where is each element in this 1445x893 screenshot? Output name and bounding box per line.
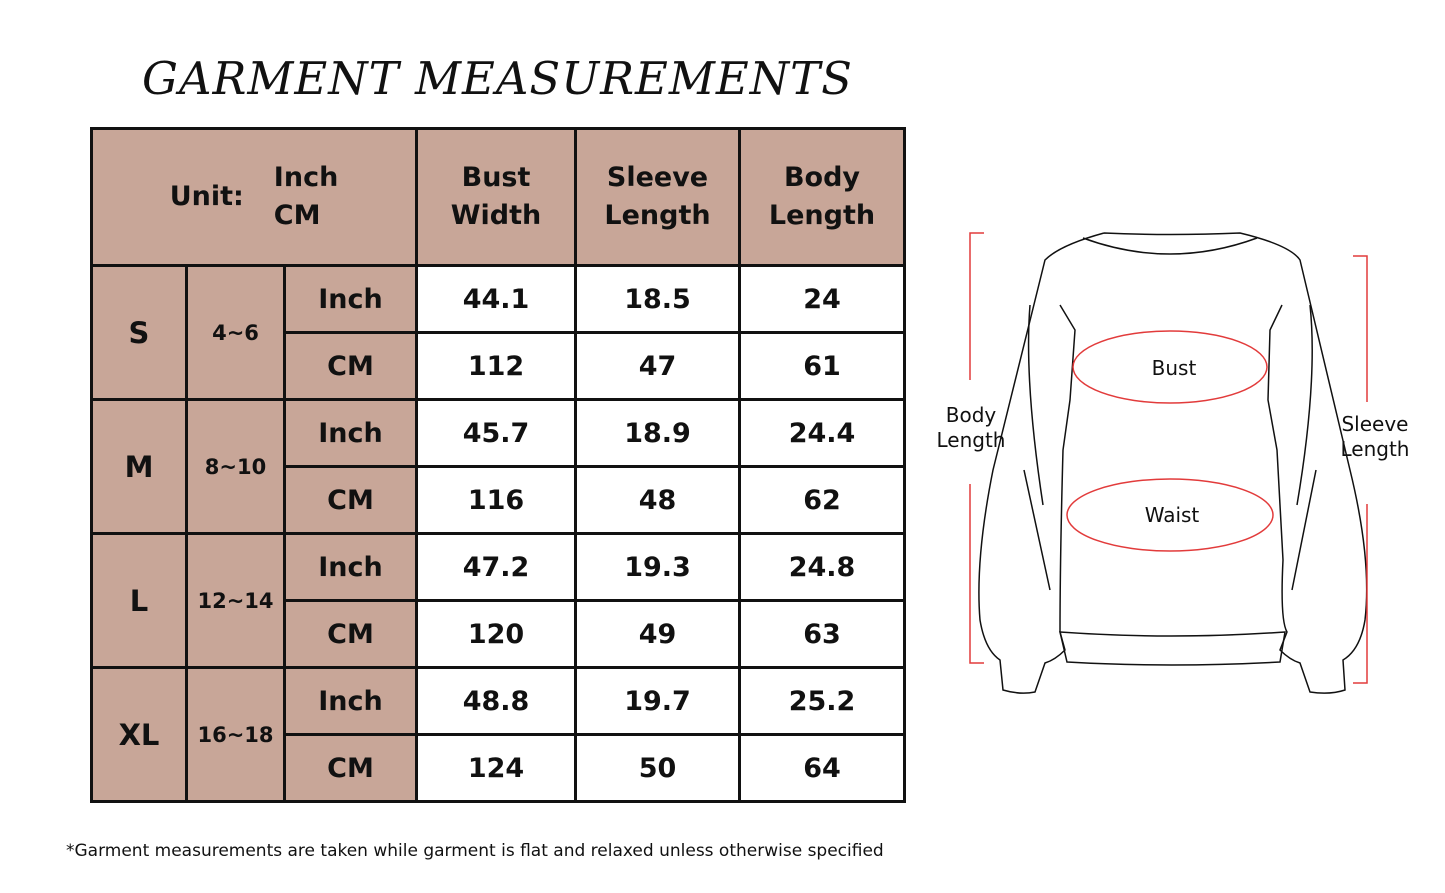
waist-marker — [1066, 478, 1274, 552]
unit-cell: CM — [283, 599, 418, 669]
table-row: S 4~6 Inch 44.1 18.5 24 — [90, 264, 906, 401]
measurement-cell: 49 — [574, 599, 741, 669]
measurement-cell: 120 — [415, 599, 577, 669]
measurement-cell: 24.8 — [738, 532, 906, 602]
unit-header: Unit: Inch CM — [90, 127, 418, 267]
table-row: M 8~10 Inch 45.7 18.9 24.4 — [90, 398, 906, 535]
unit-cell: Inch — [283, 398, 418, 468]
measurement-cell: 24 — [738, 264, 906, 334]
table-row: CM 120 49 63 — [92, 599, 906, 669]
unit-cell: Inch — [283, 264, 418, 334]
sleeve-length-bracket — [1353, 255, 1368, 684]
body-length-label: Body Length — [936, 403, 1006, 452]
size-range-cell: 12~14 — [185, 532, 286, 669]
size-range-cell: 8~10 — [185, 398, 286, 535]
table-row: CM 116 48 62 — [92, 465, 906, 535]
size-cell: S — [90, 264, 188, 401]
size-cell: L — [90, 532, 188, 669]
page-title: GARMENT MEASUREMENTS — [142, 52, 853, 105]
size-cell: M — [90, 398, 188, 535]
table-header-row: Unit: Inch CM Bust Width Sleeve Length Body… — [90, 127, 906, 267]
unit-label: Unit: — [169, 181, 244, 212]
waist-label: Waist — [1144, 503, 1200, 527]
size-chart-table: Unit: Inch CM Bust Width Sleeve Length Body… — [90, 127, 906, 803]
measurement-cell: 112 — [415, 331, 577, 401]
bust-label: Bust — [1151, 356, 1197, 380]
sweater-outline-icon — [978, 232, 1368, 694]
measurement-cell: 124 — [415, 733, 577, 803]
measurement-cell: 64 — [738, 733, 906, 803]
measurement-cell: 61 — [738, 331, 906, 401]
measurement-cell: 45.7 — [415, 398, 577, 468]
header-sleeve-length: Sleeve Length — [574, 127, 741, 267]
table-row: XL 16~18 Inch 48.8 19.7 25.2 — [90, 666, 906, 803]
measurement-cell: 44.1 — [415, 264, 577, 334]
table-row: CM 112 47 61 — [92, 331, 906, 401]
unit-cell: CM — [283, 465, 418, 535]
unit-cm: CM — [273, 200, 321, 231]
body-length-bracket — [969, 232, 984, 664]
bust-marker — [1072, 330, 1268, 404]
size-range-cell: 4~6 — [185, 264, 286, 401]
measurement-cell: 63 — [738, 599, 906, 669]
header-body-length: Body Length — [738, 127, 906, 267]
measurement-cell: 48 — [574, 465, 741, 535]
sleeve-length-label: Sleeve Length — [1340, 412, 1410, 461]
measurement-cell: 48.8 — [415, 666, 577, 736]
measurement-cell: 116 — [415, 465, 577, 535]
measurement-cell: 18.5 — [574, 264, 741, 334]
unit-cell: Inch — [283, 666, 418, 736]
size-cell: XL — [90, 666, 188, 803]
header-bust-width: Bust Width — [415, 127, 577, 267]
measurement-cell: 47 — [574, 331, 741, 401]
measurement-cell: 25.2 — [738, 666, 906, 736]
unit-cell: CM — [283, 331, 418, 401]
table-row: CM 124 50 64 — [92, 733, 906, 803]
size-range-cell: 16~18 — [185, 666, 286, 803]
footnote: *Garment measurements are taken while ga… — [66, 841, 884, 861]
measurement-cell: 19.3 — [574, 532, 741, 602]
measurement-cell: 62 — [738, 465, 906, 535]
unit-cell: Inch — [283, 532, 418, 602]
unit-cell: CM — [283, 733, 418, 803]
measurement-cell: 18.9 — [574, 398, 741, 468]
measurement-cell: 24.4 — [738, 398, 906, 468]
measurement-cell: 50 — [574, 733, 741, 803]
measurement-cell: 47.2 — [415, 532, 577, 602]
unit-inch: Inch — [273, 162, 339, 193]
table-row: L 12~14 Inch 47.2 19.3 24.8 — [90, 532, 906, 669]
measurement-cell: 19.7 — [574, 666, 741, 736]
